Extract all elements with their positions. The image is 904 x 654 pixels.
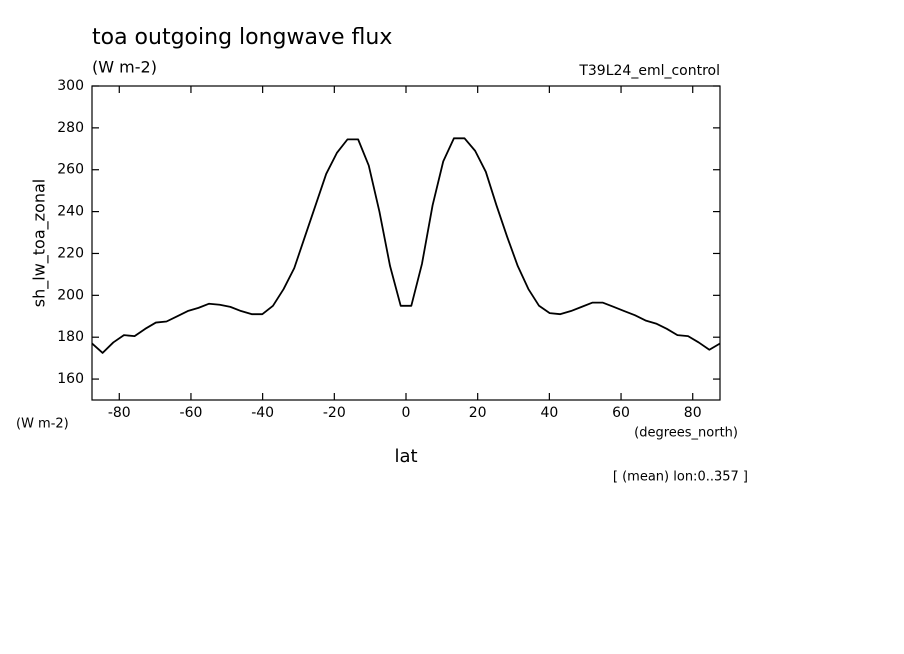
y-tick-label: 300 <box>57 78 84 94</box>
x-tick-label: -40 <box>251 405 274 421</box>
y-tick-label: 180 <box>57 329 84 345</box>
x-tick-label: 60 <box>612 405 630 421</box>
x-tick-label: 20 <box>469 405 487 421</box>
data-line <box>91 137 721 354</box>
x-tick-label: 0 <box>402 405 411 421</box>
x-tick-label: -60 <box>180 405 203 421</box>
x-tick-label: 40 <box>540 405 558 421</box>
x-axis-label: lat <box>394 446 417 467</box>
x-units: (degrees_north) <box>634 426 738 441</box>
annotation: [ (mean) lon:0..357 ] <box>613 470 748 485</box>
y-tick-label: 240 <box>57 204 84 220</box>
chart-title: toa outgoing longwave flux <box>92 25 392 50</box>
y-tick-label: 220 <box>57 245 84 261</box>
y-tick-label: 280 <box>57 120 84 136</box>
y-tick-label: 160 <box>57 371 84 387</box>
y-tick-label: 200 <box>57 287 84 303</box>
x-tick-label: -80 <box>108 405 131 421</box>
x-tick-label: -20 <box>323 405 346 421</box>
units: (W m-2) <box>92 58 157 77</box>
x-tick-label: 80 <box>684 405 702 421</box>
y-axis-label: sh_lw_toa_zonal <box>30 179 50 307</box>
subtitle: T39L24_eml_control <box>578 63 720 79</box>
y-units: (W m-2) <box>16 417 69 432</box>
plot-frame <box>91 85 721 401</box>
y-tick-label: 260 <box>57 162 84 178</box>
